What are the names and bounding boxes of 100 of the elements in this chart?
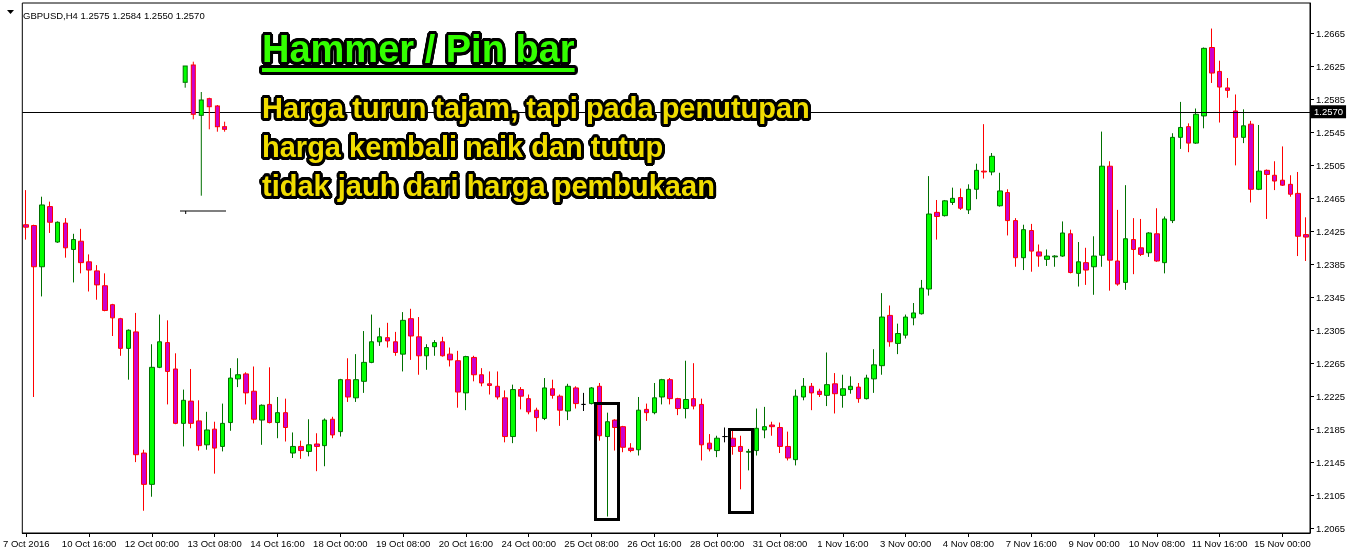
candlestick — [267, 366, 272, 424]
candlestick — [1209, 28, 1215, 84]
candlestick — [856, 382, 861, 404]
y-tick-label: 1.2425 — [1316, 225, 1346, 237]
y-tick-label: 1.2225 — [1316, 390, 1346, 402]
candlestick — [259, 403, 265, 446]
candlestick — [110, 303, 115, 337]
candlestick — [447, 347, 453, 367]
candlestick — [620, 425, 626, 453]
candlestick — [416, 316, 422, 376]
candlestick — [769, 421, 775, 437]
candlestick — [864, 374, 869, 400]
candlestick — [903, 314, 908, 339]
candlestick — [1154, 207, 1160, 263]
candlestick — [738, 435, 743, 490]
y-tick-label: 1.2545 — [1316, 126, 1346, 138]
candlestick — [94, 264, 100, 301]
candlestick — [510, 384, 516, 444]
candlestick — [817, 388, 822, 398]
candlestick — [361, 330, 367, 394]
candlestick — [1138, 218, 1144, 257]
candlestick — [550, 379, 555, 400]
candlestick — [275, 396, 280, 439]
candlestick — [1044, 248, 1050, 267]
ref-line-label: 1.2570 — [1314, 106, 1344, 118]
x-tick-label: 31 Oct 08:00 — [752, 537, 808, 549]
candlestick — [1029, 223, 1034, 273]
candlestick — [793, 389, 798, 466]
x-tick-label: 7 Nov 16:00 — [1005, 537, 1057, 549]
candlestick — [628, 442, 634, 453]
x-tick-label: 19 Oct 08:00 — [375, 537, 431, 549]
y-tick-label: 1.2145 — [1316, 456, 1346, 468]
candlestick — [989, 152, 995, 176]
y-tick-label: 1.2665 — [1316, 28, 1346, 39]
candlestick — [840, 374, 846, 409]
candlestick — [997, 172, 1003, 208]
y-tick-label: 1.2305 — [1316, 324, 1346, 336]
candlestick — [55, 220, 60, 244]
candlestick — [573, 385, 579, 410]
candlestick — [1099, 131, 1105, 268]
candlestick — [149, 343, 155, 498]
candlestick — [471, 355, 477, 382]
candlestick — [518, 386, 524, 410]
candlestick — [290, 431, 296, 459]
y-tick-label: 1.2385 — [1316, 258, 1346, 270]
candlestick — [1272, 160, 1277, 191]
candlestick — [809, 382, 814, 411]
candlestick — [746, 448, 751, 471]
candlestick — [1256, 124, 1262, 191]
x-tick-label: 18 Oct 00:00 — [313, 537, 368, 549]
x-tick-label: 1 Nov 16:00 — [817, 537, 869, 549]
candlestick — [1193, 108, 1199, 145]
candlestick — [487, 370, 492, 396]
candlestick — [644, 403, 649, 422]
candlestick — [353, 353, 359, 403]
candlestick — [126, 328, 131, 381]
candlestick — [722, 426, 728, 443]
candlestick — [589, 386, 594, 405]
candlestick — [683, 360, 689, 419]
candlestick — [1264, 169, 1270, 220]
x-tick-label: 20 Oct 16:00 — [438, 537, 494, 549]
text: GBPUSD,H4 1.2575 1.2584 1.2550 1.2570 — [23, 9, 205, 21]
candlestick — [463, 355, 469, 411]
candlestick — [1217, 60, 1222, 124]
candlestick — [848, 375, 853, 395]
candlestick — [871, 348, 877, 394]
candlestick — [196, 399, 202, 452]
candlestick — [707, 433, 712, 452]
candlestick — [330, 416, 335, 439]
x-tick-label: 10 Nov 08:00 — [1128, 537, 1186, 549]
candlestick — [597, 382, 602, 442]
candlestick — [934, 199, 940, 241]
x-tick-label: 25 Oct 08:00 — [564, 537, 619, 549]
x-tick-label: 26 Oct 16:00 — [627, 537, 682, 549]
candlestick — [39, 196, 45, 297]
candlestick — [220, 403, 225, 452]
candlestick — [714, 435, 720, 458]
candlestick — [338, 378, 343, 438]
y-tick-label: 1.2625 — [1316, 60, 1346, 72]
candlestick — [251, 366, 257, 424]
candlestick — [1107, 160, 1113, 292]
candlestick — [675, 397, 681, 416]
x-tick-label: 10 Oct 16:00 — [61, 537, 117, 549]
candlestick — [243, 371, 249, 405]
candlestick — [832, 372, 838, 414]
candlestick — [974, 163, 979, 200]
candlestick — [777, 422, 783, 454]
candlestick — [1083, 247, 1089, 286]
candlestick — [424, 343, 429, 371]
y-tick-label: 1.2505 — [1316, 159, 1346, 171]
x-tick-label: 14 Oct 16:00 — [250, 537, 305, 549]
x-tick-label: 11 Nov 16:00 — [1191, 537, 1248, 549]
candlestick — [78, 228, 84, 274]
candlestick — [495, 370, 500, 400]
candlestick — [181, 389, 186, 447]
candlestick — [1068, 229, 1073, 274]
x-tick-label: 3 Nov 00:00 — [880, 537, 932, 549]
candlestick — [1201, 47, 1207, 129]
candlestick — [1021, 224, 1026, 271]
candlestick — [887, 305, 893, 348]
